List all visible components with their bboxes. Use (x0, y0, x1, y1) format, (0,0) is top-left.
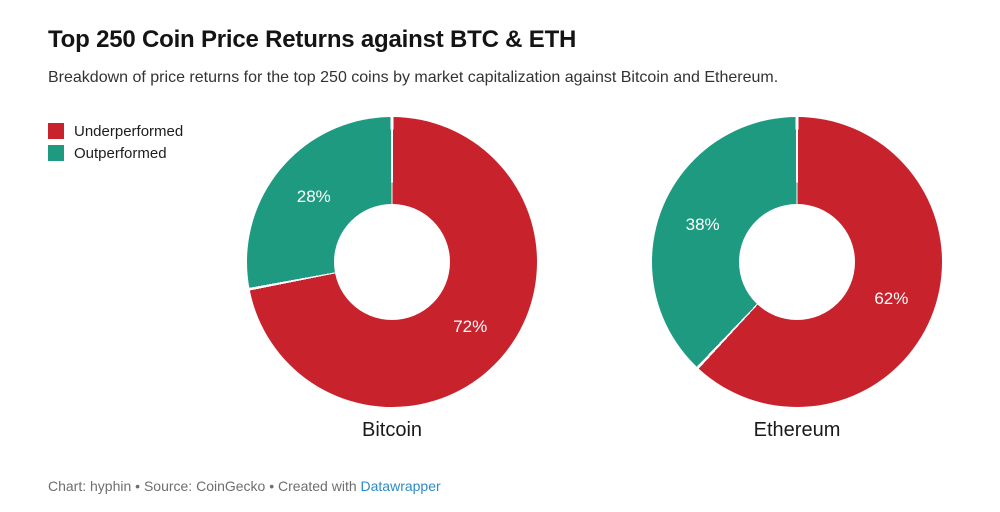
donut-hole (334, 204, 450, 320)
slice-label-outperformed: 28% (296, 187, 331, 207)
legend-swatch-outperformed (48, 145, 64, 161)
donut-bitcoin: 72% 28% (247, 117, 537, 407)
datawrapper-link[interactable]: Datawrapper (360, 478, 441, 494)
slice-label-outperformed: 38% (685, 214, 720, 234)
donut-hole (739, 204, 855, 320)
legend-label: Outperformed (74, 144, 167, 162)
chart-subtitle: Breakdown of price returns for the top 2… (48, 69, 779, 86)
legend: Underperformed Outperformed (48, 120, 183, 164)
credit-text: Chart: hyphin • Source: CoinGecko • Crea… (48, 478, 361, 494)
attribution-footer: Chart: hyphin • Source: CoinGecko • Crea… (48, 478, 441, 494)
legend-item-outperformed: Outperformed (48, 142, 183, 164)
slice-label-underperformed: 72% (453, 316, 488, 336)
donut-ethereum: 62% 38% (652, 117, 942, 407)
page-title: Top 250 Coin Price Returns against BTC &… (48, 26, 577, 53)
slice-label-underperformed: 62% (874, 289, 909, 309)
chart-name-ethereum: Ethereum (753, 419, 841, 441)
legend-label: Underperformed (74, 122, 184, 140)
legend-item-underperformed: Underperformed (48, 120, 183, 142)
chart-name-bitcoin: Bitcoin (361, 419, 423, 441)
donut-chart-ethereum: 62% 38% Ethereum (652, 117, 942, 442)
legend-swatch-underperformed (48, 123, 64, 139)
donut-chart-bitcoin: 72% 28% Bitcoin (247, 117, 537, 442)
